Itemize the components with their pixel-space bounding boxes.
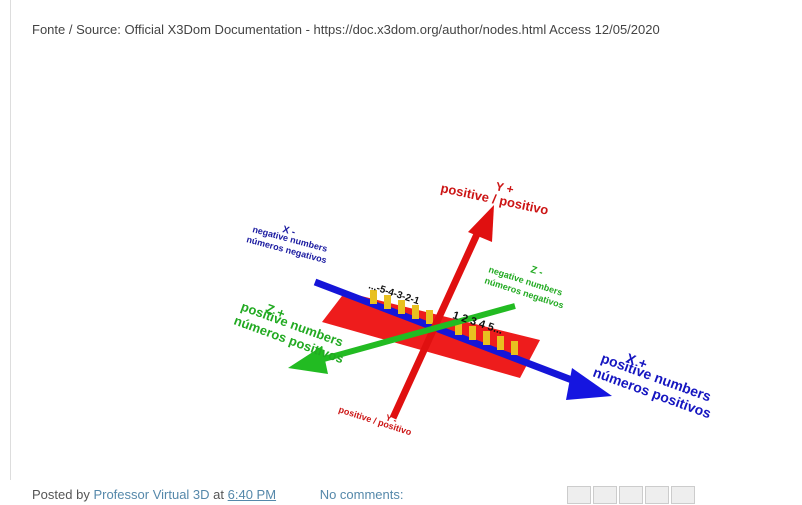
label: Y + xyxy=(494,179,515,196)
axes-figure: Y + positive / positivo Y - positive / p… xyxy=(232,179,714,437)
z-arrow xyxy=(288,346,328,374)
post-footer: Posted by Professor Virtual 3D at 6:40 P… xyxy=(32,487,404,502)
label: Z - xyxy=(529,264,544,278)
source-text: Fonte / Source: Official X3Dom Documenta… xyxy=(32,22,660,37)
label: X - xyxy=(281,224,296,238)
label: positive / positivo xyxy=(337,404,413,437)
share-facebook[interactable] xyxy=(645,486,669,504)
x-axis xyxy=(313,278,587,389)
at: at xyxy=(213,487,225,502)
share-pinterest[interactable] xyxy=(671,486,695,504)
posted-by: Posted by xyxy=(32,487,90,502)
author-link[interactable]: Professor Virtual 3D xyxy=(93,487,210,502)
label: Z + xyxy=(264,301,288,322)
x-arrow xyxy=(566,368,612,400)
time-link[interactable]: 6:40 PM xyxy=(227,487,277,502)
share-icons xyxy=(567,486,695,504)
z-axis xyxy=(319,303,516,363)
label: positive / positivo xyxy=(439,180,550,218)
label: X + xyxy=(624,350,650,372)
share-email[interactable] xyxy=(567,486,591,504)
y-arrow xyxy=(468,205,494,242)
comments-link[interactable]: No comments: xyxy=(319,487,404,502)
ticks xyxy=(370,290,518,355)
label: Y - xyxy=(384,412,398,425)
share-twitter[interactable] xyxy=(619,486,643,504)
left-border xyxy=(10,0,11,480)
share-blog[interactable] xyxy=(593,486,617,504)
